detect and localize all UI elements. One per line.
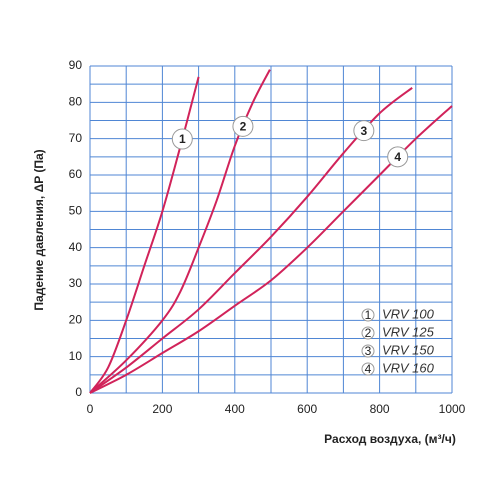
legend-number: 4: [365, 362, 372, 376]
legend-number: 2: [365, 326, 372, 340]
x-tick-label: 200: [152, 402, 172, 416]
curve-label-circle: [232, 115, 254, 137]
legend-circle: [361, 362, 375, 376]
x-tick-label: 0: [87, 402, 94, 416]
x-axis-title: Расход воздуха, (м³/ч): [324, 432, 456, 446]
y-tick-label: 10: [69, 349, 83, 363]
y-axis-title: Падение давления, ΔP (Па): [32, 149, 46, 310]
line-series: [89, 69, 271, 394]
legend-label: VRV 150: [382, 342, 435, 357]
curve-label-text: 3: [361, 124, 368, 138]
y-tick-label: 0: [75, 385, 82, 399]
line-series: [89, 105, 453, 394]
legend-number: 1: [365, 308, 372, 322]
x-tick-label: 400: [225, 402, 245, 416]
line-series: [89, 76, 200, 394]
legend-circle: [361, 344, 375, 358]
y-tick-label: 50: [69, 204, 83, 218]
curve-label: 4: [387, 146, 409, 168]
curve-label-text: 1: [179, 132, 186, 146]
legend-label: VRV 100: [382, 306, 435, 321]
curve-label: 3: [353, 120, 375, 142]
legend-circle: [361, 308, 375, 322]
y-tick-label: 90: [69, 58, 83, 72]
curve-label-text: 2: [240, 120, 247, 134]
curve-label: 1: [171, 128, 193, 150]
y-tick-label: 80: [69, 95, 83, 109]
curve-label-circle: [171, 128, 193, 150]
y-tick-label: 20: [69, 313, 83, 327]
y-tick-label: 70: [69, 131, 83, 145]
legend-circle: [361, 326, 375, 340]
curve-label-circle: [387, 146, 409, 168]
y-tick-label: 40: [69, 240, 83, 254]
legend-number: 3: [365, 344, 372, 358]
x-tick-label: 800: [370, 402, 390, 416]
curve-label-text: 4: [394, 150, 401, 164]
curve-label-circle: [353, 120, 375, 142]
y-tick-label: 30: [69, 276, 83, 290]
curve-label: 2: [232, 115, 254, 137]
legend-label: VRV 160: [382, 360, 435, 375]
legend-label: VRV 125: [382, 324, 435, 339]
y-tick-label: 60: [69, 167, 83, 181]
x-tick-label: 1000: [439, 402, 466, 416]
x-tick-label: 600: [297, 402, 317, 416]
